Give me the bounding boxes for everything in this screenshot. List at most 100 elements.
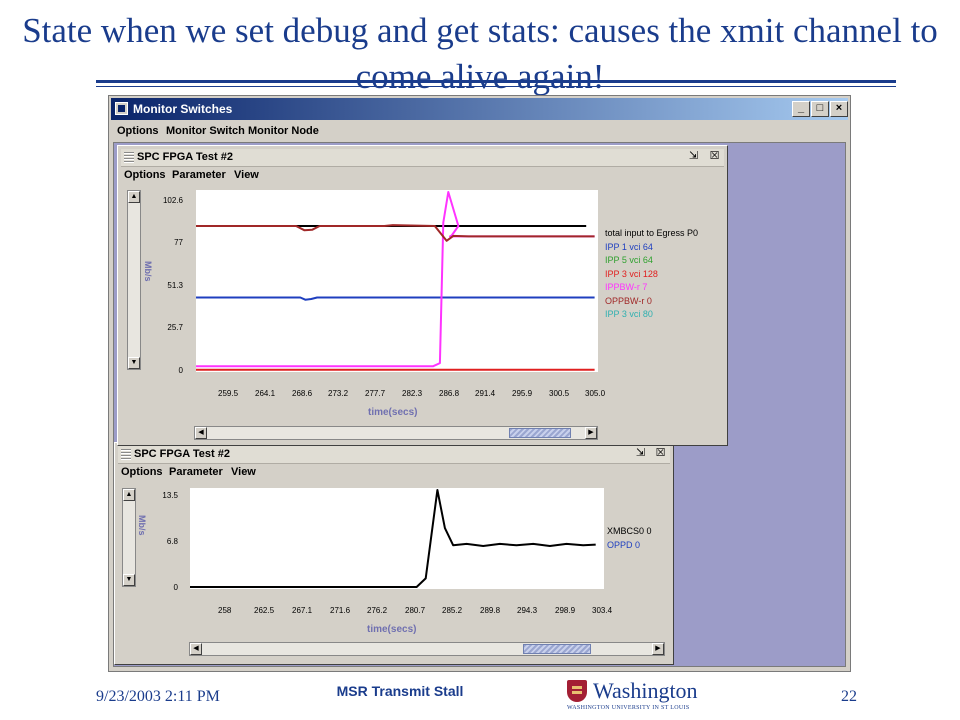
legend-entry-ipp3-vci80: IPP 3 vci 80: [605, 309, 653, 319]
java-app-icon: [115, 102, 128, 115]
menu-view[interactable]: View: [231, 466, 256, 478]
slide-title: State when we set debug and get stats: c…: [22, 11, 938, 96]
legend-entry-oppd: OPPD 0: [607, 539, 641, 550]
y-tick: 25.7: [167, 323, 183, 332]
scroll-right-button[interactable]: ▶: [585, 427, 597, 439]
bottom-frame-title: SPC FPGA Test #2: [134, 448, 230, 460]
chart-svg: [190, 489, 596, 588]
x-tick: 286.8: [439, 389, 460, 398]
menu-parameter[interactable]: Parameter: [169, 466, 223, 478]
page-number: 22: [841, 688, 857, 705]
bottom-x-axis-label: time(secs): [367, 624, 417, 635]
y-tick: 0: [173, 583, 178, 592]
top-x-axis-label: time(secs): [368, 407, 418, 418]
maximize-button[interactable]: □: [811, 101, 829, 117]
menu-parameter[interactable]: Parameter: [172, 169, 226, 181]
title-rule-thin: [96, 86, 896, 87]
minimize-button[interactable]: _: [792, 101, 810, 117]
x-tick: 305.0: [585, 389, 606, 398]
top-frame-titlebar[interactable]: SPC FPGA Test #2 ⇲ ☒: [121, 149, 724, 167]
top-plot-area: [196, 190, 598, 372]
scroll-left-button[interactable]: ◀: [190, 643, 202, 655]
x-tick: 298.9: [555, 606, 576, 615]
crest-icon: [567, 680, 587, 702]
series-line-oppbw-r-0: [196, 224, 595, 242]
top-horizontal-scrollbar[interactable]: ◀ ▶: [194, 426, 598, 440]
scroll-thumb[interactable]: [509, 428, 571, 438]
top-internal-frame: SPC FPGA Test #2 ⇲ ☒ Options Parameter V…: [117, 145, 728, 446]
footer-title: MSR Transmit Stall: [336, 683, 464, 699]
y-tick: 77: [174, 238, 183, 247]
x-tick: 268.6: [292, 389, 313, 398]
x-tick: 276.2: [367, 606, 388, 615]
legend-entry-ipp3-vci128: IPP 3 vci 128: [605, 268, 658, 279]
legend-entry-ippbw-r7: IPPBW-r 7: [605, 282, 648, 292]
scroll-right-button[interactable]: ▶: [652, 643, 664, 655]
series-line-ippbw-r-7: [196, 191, 595, 368]
close-icon[interactable]: ☒: [655, 447, 666, 459]
legend-entry-oppbw-r0: OPPBW-r 0: [605, 295, 652, 306]
scroll-up-button[interactable]: ▲: [128, 191, 140, 203]
grip-icon: [124, 152, 134, 163]
scroll-up-button[interactable]: ▲: [123, 489, 135, 501]
series-line-ipp-1-vci-64: [196, 296, 595, 301]
series-line-xmbcs0-0: [190, 489, 596, 588]
top-frame-title: SPC FPGA Test #2: [137, 151, 233, 163]
scroll-left-button[interactable]: ◀: [195, 427, 207, 439]
legend-entry-total-input: total input to Egress P0: [605, 228, 699, 238]
logo-wordmark: Washington: [593, 678, 698, 703]
bottom-frame-titlebar[interactable]: SPC FPGA Test #2 ⇲ ☒: [118, 446, 670, 464]
window-title: Monitor Switches: [133, 102, 233, 116]
x-tick: 273.2: [328, 389, 349, 398]
legend-entry-ipp5-vci64: IPP 5 vci 64: [605, 255, 653, 265]
x-tick: 295.9: [512, 389, 533, 398]
bottom-vertical-scrollbar[interactable]: ▲ ▼: [122, 488, 136, 587]
close-button[interactable]: ×: [830, 101, 848, 117]
monitor-switches-window: Monitor Switches _ □ × Options Monitor S…: [108, 95, 851, 672]
grip-icon: [121, 449, 131, 460]
footer-date: 9/23/2003 2:11 PM: [96, 688, 220, 705]
window-menubar: Options Monitor Switch Monitor Node: [111, 122, 848, 140]
bottom-internal-frame: SPC FPGA Test #2 ⇲ ☒ Options Parameter V…: [114, 442, 674, 665]
x-tick: 300.5: [549, 389, 570, 398]
x-tick: 267.1: [292, 606, 313, 615]
legend-entry-xmbcs0: XMBCS0 0: [607, 526, 652, 536]
x-tick: 259.5: [218, 389, 239, 398]
menu-view[interactable]: View: [234, 169, 259, 181]
x-tick: 291.4: [475, 389, 496, 398]
x-tick: 285.2: [442, 606, 463, 615]
bottom-y-axis-label: Mb/s: [137, 515, 147, 536]
x-tick: 277.7: [365, 389, 386, 398]
chart-svg: [196, 191, 595, 371]
y-tick: 0: [178, 366, 183, 375]
x-tick: 289.8: [480, 606, 501, 615]
top-y-axis-label: Mb/s: [143, 261, 153, 282]
restore-icon[interactable]: ⇲: [688, 150, 699, 162]
menu-options[interactable]: Options: [124, 169, 166, 181]
bottom-horizontal-scrollbar[interactable]: ◀ ▶: [189, 642, 665, 656]
scroll-down-button[interactable]: ▼: [128, 357, 140, 369]
x-tick: 303.4: [592, 606, 613, 615]
menu-monitor-switch[interactable]: Monitor Switch: [166, 125, 245, 137]
top-vertical-scrollbar[interactable]: ▲ ▼: [127, 190, 141, 370]
window-titlebar[interactable]: Monitor Switches _ □ ×: [111, 98, 848, 120]
x-tick: 271.6: [330, 606, 351, 615]
legend-entry-ipp1-vci64: IPP 1 vci 64: [605, 241, 653, 252]
x-tick: 258: [218, 606, 232, 615]
x-tick: 262.5: [254, 606, 275, 615]
menu-options[interactable]: Options: [121, 466, 163, 478]
scroll-down-button[interactable]: ▼: [123, 574, 135, 586]
y-tick: 102.6: [162, 196, 183, 205]
close-icon[interactable]: ☒: [709, 150, 720, 162]
desktop-area: SPC FPGA Test #2 ⇲ ☒ Options Parameter V…: [113, 142, 846, 667]
logo-subtitle: WASHINGTON UNIVERSITY IN ST LOUIS: [567, 705, 690, 711]
x-tick: 282.3: [402, 389, 423, 398]
scroll-thumb[interactable]: [523, 644, 591, 654]
x-tick: 280.7: [405, 606, 426, 615]
x-tick: 294.3: [517, 606, 538, 615]
menu-options[interactable]: Options: [117, 125, 159, 137]
restore-icon[interactable]: ⇲: [635, 447, 646, 459]
menu-monitor-node[interactable]: Monitor Node: [248, 125, 319, 137]
y-tick: 51.3: [167, 281, 183, 290]
top-legend: total input to Egress P0 IPP 1 vci 64 IP…: [605, 227, 698, 322]
